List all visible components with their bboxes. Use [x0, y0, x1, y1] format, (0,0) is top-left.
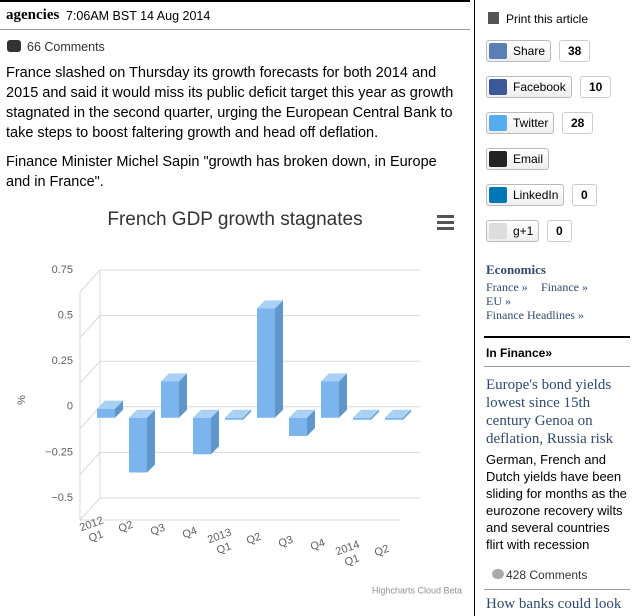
bar-side [371, 409, 379, 420]
section-heading[interactable]: In Finance» [486, 346, 553, 360]
summary: German, French and Dutch yields have bee… [486, 452, 627, 552]
share-label: Email [513, 152, 544, 166]
share-icon [489, 151, 507, 167]
share-icon [489, 187, 507, 203]
share-label: Twitter [513, 116, 549, 130]
bar-top [161, 373, 187, 382]
section-link[interactable]: France » [486, 280, 528, 294]
share-label: g+1 [513, 224, 534, 238]
bar-side [115, 400, 123, 418]
share-count: 10 [580, 76, 612, 98]
share-icon [489, 43, 507, 59]
bar-top [289, 409, 315, 418]
y-tick-label: 0.75 [52, 264, 73, 276]
credits[interactable]: Highcharts Cloud Beta [372, 585, 462, 595]
bar-top [385, 409, 411, 418]
bar [97, 408, 115, 418]
bar-side [275, 300, 283, 418]
y-tick-label: −0.25 [45, 446, 73, 458]
grid-line [79, 497, 420, 521]
rule [484, 366, 630, 367]
bar-top [193, 409, 219, 418]
chart: French GDP growth stagnates % Highcharts… [16, 209, 462, 595]
paragraph: Finance Minister Michel Sapin "growth ha… [6, 154, 437, 190]
comment-icon [492, 569, 504, 579]
share-icon [489, 115, 507, 131]
bar-side [339, 373, 347, 418]
share-label: LinkedIn [513, 188, 559, 202]
rule [0, 0, 470, 2]
grid-line [79, 315, 420, 338]
print-link[interactable]: Print this article [506, 12, 589, 26]
bar [161, 381, 179, 418]
share-button[interactable]: g+1 [486, 220, 540, 242]
bar-top [321, 373, 347, 382]
share-count: 28 [562, 112, 594, 134]
bar-top [257, 300, 283, 309]
section-title[interactable]: Economics [486, 262, 546, 277]
rule [484, 589, 630, 590]
byline[interactable]: agencies [6, 7, 60, 23]
bar-top [129, 409, 155, 418]
print-icon [488, 12, 499, 24]
menu-icon[interactable] [437, 215, 454, 230]
y-tick-label: −0.5 [51, 492, 73, 504]
share-button[interactable]: LinkedIn [486, 184, 565, 206]
bar-side [307, 409, 315, 437]
bar-side [243, 409, 251, 420]
bar-side [211, 409, 219, 455]
bar [321, 381, 339, 418]
y-tick-label: 0.25 [52, 355, 73, 367]
share-icon [489, 79, 507, 95]
section-link[interactable]: EU » [486, 294, 511, 308]
headline[interactable]: How banks could look [486, 596, 622, 612]
bar [225, 417, 243, 420]
chart-container: French GDP growth stagnates % Highcharts… [0, 195, 470, 611]
comments-link[interactable]: 66 Comments [27, 40, 105, 54]
rule [484, 336, 630, 338]
bar-top [225, 409, 251, 418]
y-tick-label: 0.5 [58, 310, 73, 322]
headline[interactable]: Europe's bond yields lowest since 15th c… [486, 377, 614, 447]
grid-line [79, 360, 420, 384]
rule [0, 29, 470, 30]
share-label: Share [513, 44, 546, 58]
bar [257, 308, 275, 418]
share-label: Facebook [513, 80, 566, 94]
y-tick-label: 0 [67, 401, 73, 413]
comment-icon [7, 40, 21, 52]
bar [193, 417, 211, 455]
bar [289, 417, 307, 437]
comments-link[interactable]: 428 Comments [506, 568, 588, 582]
grid-line [79, 269, 420, 293]
section-link[interactable]: Finance Headlines » [486, 308, 584, 322]
bar [129, 417, 147, 473]
divider [474, 0, 475, 616]
bar [385, 417, 403, 420]
bar-side [179, 373, 187, 418]
share-count: 0 [572, 184, 597, 206]
share-button[interactable]: Facebook [486, 76, 572, 98]
bar-side [147, 409, 155, 473]
share-button[interactable]: Email [486, 148, 550, 170]
bar-top [353, 409, 379, 418]
share-icon [489, 223, 507, 239]
timestamp: 7:06AM BST 14 Aug 2014 [66, 9, 211, 23]
bar-side [403, 409, 411, 420]
bar-top [97, 400, 123, 409]
section-link[interactable]: Finance » [541, 280, 588, 294]
paragraph: France slashed on Thursday its growth fo… [6, 65, 454, 141]
share-button[interactable]: Twitter [486, 112, 555, 134]
y-axis-label: % [16, 395, 28, 405]
chart-title: French GDP growth stagnates [107, 209, 362, 230]
share-count: 0 [547, 220, 572, 242]
share-count: 38 [559, 40, 591, 62]
share-button[interactable]: Share [486, 40, 552, 62]
bar [353, 417, 371, 420]
